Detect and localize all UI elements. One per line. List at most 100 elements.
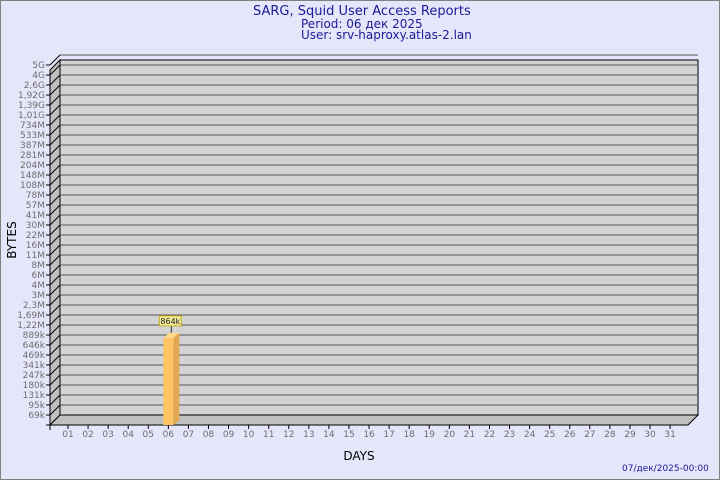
x-tick-label: 27: [584, 430, 595, 440]
y-tick-diagonal: [49, 184, 61, 196]
y-tick-label: 1,92G: [18, 91, 45, 101]
x-tick-label: 30: [644, 430, 656, 440]
y-tick-label: 6M: [32, 271, 46, 281]
y-tick-label: 11M: [26, 251, 45, 261]
y-tick-diagonal: [49, 324, 61, 336]
y-tick-label: 2,6G: [24, 81, 45, 91]
y-tick-diagonal: [49, 334, 61, 346]
y-tick-diagonal: [49, 124, 61, 136]
y-tick-diagonal: [49, 254, 61, 266]
y-tick-diagonal: [49, 144, 61, 156]
y-tick-label: 108M: [20, 181, 45, 191]
generated-timestamp: 07/дек/2025-00:00: [622, 464, 709, 474]
x-tick-label: 19: [424, 430, 436, 440]
x-tick-label: 05: [143, 430, 154, 440]
y-tick-label: 387M: [20, 141, 45, 151]
y-tick-label: 1,69M: [17, 311, 45, 321]
y-tick-label: 16M: [26, 241, 45, 251]
y-tick-diagonal: [49, 304, 61, 316]
y-tick-diagonal: [49, 384, 61, 396]
y-tick-label: 148M: [20, 171, 45, 181]
y-tick-label: 131k: [23, 391, 46, 401]
x-tick-label: 15: [343, 430, 354, 440]
x-tick-label: 17: [383, 430, 394, 440]
y-tick-diagonal: [49, 174, 61, 186]
y-tick-label: 180k: [23, 381, 46, 391]
y-tick-diagonal: [49, 354, 61, 366]
y-tick-label: 1,01G: [18, 111, 45, 121]
y-axis-title: BYTES: [5, 221, 19, 258]
x-tick-label: 29: [624, 430, 636, 440]
y-tick-label: 69k: [28, 411, 45, 421]
x-tick-label: 21: [464, 430, 475, 440]
x-tick-label: 31: [664, 430, 675, 440]
y-tick-diagonal: [49, 64, 61, 76]
x-tick-label: 04: [122, 430, 134, 440]
x-tick-label: 09: [223, 430, 235, 440]
x-tick-label: 14: [323, 430, 335, 440]
y-tick-diagonal: [49, 104, 61, 116]
y-tick-diagonal: [49, 224, 61, 236]
y-tick-diagonal: [49, 214, 61, 226]
plot-floor: [48, 414, 700, 426]
bar-top: [163, 332, 180, 338]
y-tick-label: 1,22M: [17, 321, 45, 331]
bar-side: [173, 332, 180, 425]
x-tick-label: 13: [303, 430, 314, 440]
chart-period: Period: 06 дек 2025: [301, 17, 423, 31]
y-tick-label: 469k: [23, 351, 46, 361]
y-tick-label: 95k: [28, 401, 45, 411]
y-tick-label: 4G: [32, 71, 45, 81]
y-tick-diagonal: [49, 134, 61, 146]
data-label: 864k: [160, 317, 180, 326]
y-tick-diagonal: [49, 164, 61, 176]
y-tick-diagonal: [49, 74, 61, 86]
y-tick-label: 734M: [20, 121, 45, 131]
y-tick-label: 204M: [20, 161, 45, 171]
y-tick-diagonal: [49, 114, 61, 126]
y-tick-label: 247k: [23, 371, 46, 381]
x-tick-label: 25: [544, 430, 555, 440]
y-tick-diagonal: [49, 274, 61, 286]
y-tick-diagonal: [49, 54, 61, 66]
y-tick-diagonal: [49, 194, 61, 206]
y-tick-diagonal: [49, 364, 61, 376]
y-tick-label: 2,3M: [23, 301, 45, 311]
y-tick-diagonal: [49, 394, 61, 406]
x-tick-label: 23: [504, 430, 515, 440]
y-tick-label: 646k: [23, 341, 46, 351]
y-tick-diagonal: [49, 374, 61, 386]
x-axis-title: DAYS: [343, 449, 374, 463]
x-tick-label: 01: [62, 430, 73, 440]
y-tick-diagonal: [49, 234, 61, 246]
x-tick-label: 08: [203, 430, 215, 440]
x-tick-label: 02: [82, 430, 93, 440]
x-tick-label: 11: [263, 430, 274, 440]
x-tick-label: 22: [484, 430, 495, 440]
y-tick-label: 5G: [32, 61, 45, 71]
y-tick-label: 341k: [23, 361, 46, 371]
x-tick-label: 16: [363, 430, 375, 440]
x-tick-label: 26: [564, 430, 576, 440]
y-tick-diagonal: [49, 264, 61, 276]
y-tick-diagonal: [49, 244, 61, 256]
y-tick-label: 57M: [26, 201, 45, 211]
x-tick-label: 28: [604, 430, 616, 440]
x-tick-label: 12: [283, 430, 294, 440]
y-tick-label: 281M: [20, 151, 45, 161]
x-tick-label: 10: [243, 430, 255, 440]
y-tick-label: 889k: [23, 331, 46, 341]
y-tick-label: 78M: [26, 191, 45, 201]
y-tick-diagonal: [49, 284, 61, 296]
y-tick-label: 4M: [32, 281, 46, 291]
y-tick-diagonal: [49, 314, 61, 326]
x-tick-label: 07: [183, 430, 194, 440]
y-tick-label: 30M: [26, 221, 45, 231]
chart-title: SARG, Squid User Access Reports: [253, 4, 471, 19]
x-tick-label: 18: [403, 430, 415, 440]
y-tick-label: 41M: [26, 211, 45, 221]
data-label-box: [158, 315, 182, 327]
y-tick-diagonal: [49, 154, 61, 166]
x-tick-label: 24: [524, 430, 536, 440]
y-tick-label: 1,39G: [18, 101, 45, 111]
